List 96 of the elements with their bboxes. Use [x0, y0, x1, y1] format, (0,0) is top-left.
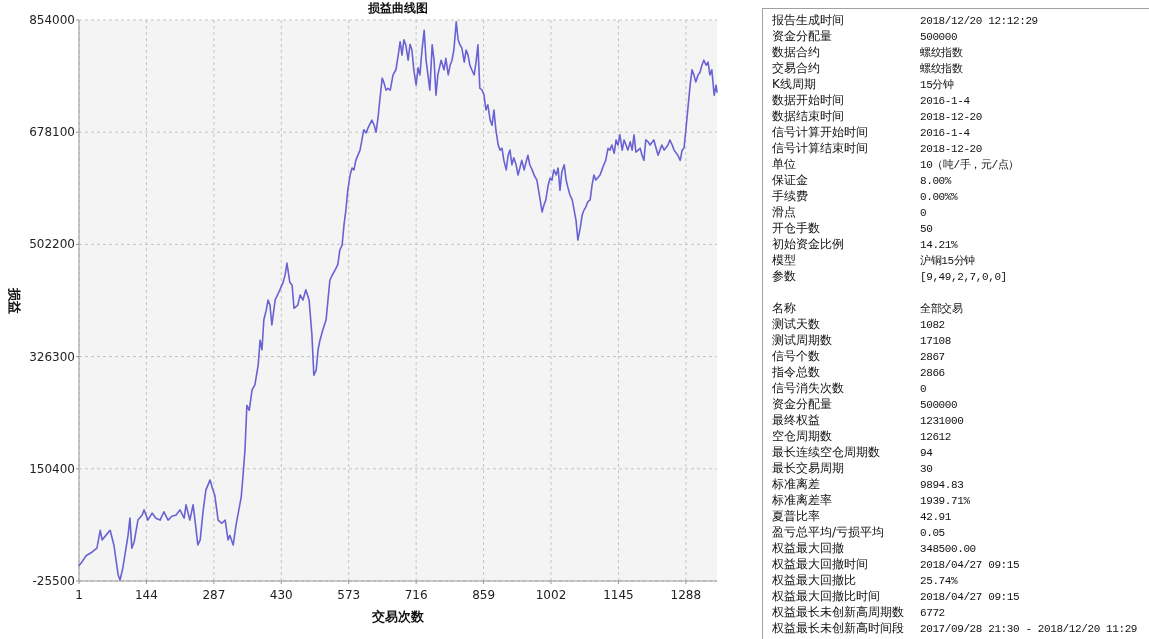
- text: 权益最大回撤: [771, 541, 844, 555]
- text: 500000: [920, 399, 958, 411]
- text: 夏普比率: [772, 509, 820, 523]
- text: 沪铜15分钟: [920, 254, 976, 267]
- x-tick-label: 1002: [535, 588, 567, 602]
- text: 最长交易周期: [772, 461, 844, 475]
- text: 10（吨/手，元/点）: [920, 158, 1020, 171]
- text: [9,49,2,7,0,0]: [920, 271, 1007, 283]
- text: 滑点: [772, 205, 796, 219]
- text: 空仓周期数: [772, 429, 832, 443]
- text: 最终权益: [772, 413, 820, 427]
- text: 0: [920, 207, 927, 219]
- x-tick-label: 1288: [670, 588, 702, 602]
- text: 初始资金比例: [772, 237, 844, 251]
- text: 交易合约: [772, 61, 820, 75]
- text: 权益最大回撤比: [771, 573, 856, 587]
- text: 开仓手数: [772, 221, 820, 235]
- text: K线周期: [772, 77, 816, 91]
- text: 数据合约: [772, 45, 820, 59]
- text: 9894.83: [920, 479, 964, 491]
- text: 2866: [920, 367, 945, 379]
- y-tick-label: 326300: [29, 349, 75, 364]
- text: 数据开始时间: [772, 93, 844, 107]
- y-tick-label: 854000: [29, 13, 75, 27]
- text: 14.21%: [920, 239, 959, 251]
- text: 名称: [772, 301, 796, 315]
- text: 全部交易: [920, 302, 963, 315]
- text: 权益最长未创新高时间段: [771, 621, 904, 635]
- text: 2016-1-4: [920, 95, 971, 107]
- text: 参数: [772, 269, 796, 283]
- text: 手续费: [772, 189, 808, 203]
- text: 12612: [920, 431, 952, 443]
- text: 权益最大回撤比时间: [771, 589, 880, 603]
- text: 15分钟: [920, 79, 954, 91]
- y-tick-label: 150400: [29, 461, 75, 476]
- text: 0.00%%: [920, 191, 959, 203]
- text: 数据结束时间: [772, 109, 844, 123]
- text: 2018/04/27 09:15: [920, 591, 1020, 603]
- text: 2018/12/20 12:12:29: [920, 15, 1038, 27]
- text: 0.05: [920, 527, 945, 539]
- x-tick-label: 716: [404, 588, 428, 602]
- x-tick-label: 144: [134, 588, 158, 602]
- y-tick-label: 502200: [29, 237, 75, 252]
- text: 500000: [920, 31, 958, 43]
- text: 资金分配量: [772, 397, 832, 411]
- text: 2867: [920, 351, 945, 363]
- text: 6772: [920, 607, 945, 619]
- x-tick-label: 859: [472, 588, 496, 602]
- text: 2018-12-20: [920, 111, 983, 123]
- text: 单位: [772, 157, 796, 171]
- text: 权益最长未创新高周期数: [771, 605, 904, 619]
- text: 资金分配量: [772, 29, 832, 43]
- text: 最长连续空仓周期数: [772, 445, 880, 459]
- text: 测试天数: [772, 317, 820, 331]
- x-tick-label: 1: [75, 588, 83, 602]
- text: 50: [920, 223, 933, 235]
- text: 盈亏总平均/亏损平均: [772, 525, 885, 539]
- text: 42.91: [920, 511, 952, 523]
- line-series: [78, 21, 718, 581]
- text: 信号计算开始时间: [772, 125, 868, 139]
- text: 指令总数: [771, 365, 820, 379]
- text: 17108: [920, 335, 952, 347]
- text: 信号计算结束时间: [772, 141, 868, 155]
- text: 模型: [772, 253, 796, 267]
- text: 权益最大回撤时间: [771, 557, 868, 571]
- text: 94: [920, 447, 934, 459]
- text: 信号消失次数: [772, 381, 844, 395]
- text: 348500.00: [920, 543, 976, 555]
- y-tick-label: -25500: [32, 574, 75, 588]
- x-axis-title: 交易次数: [371, 609, 425, 624]
- text: 1231000: [920, 415, 964, 427]
- text: 报告生成时间: [771, 13, 844, 27]
- text: 螺纹指数: [920, 46, 963, 59]
- x-tick-label: 1145: [603, 588, 634, 602]
- y-axis-title: 损益: [7, 286, 22, 314]
- text: 信号个数: [772, 349, 820, 363]
- chart-title: 损益曲线图: [367, 1, 428, 15]
- text: 测试周期数: [772, 333, 832, 347]
- text: 2018/04/27 09:15: [920, 559, 1020, 571]
- text: 2018-12-20: [920, 143, 983, 155]
- text: 1082: [920, 319, 945, 331]
- text: 2017/09/28 21:30 - 2018/12/20 11:29: [920, 623, 1138, 635]
- x-tick-label: 287: [202, 588, 226, 602]
- x-tick-label: 430: [269, 588, 293, 602]
- text: 标准离差率: [771, 493, 832, 507]
- text: 1939.71%: [920, 495, 971, 507]
- y-tick-label: 678100: [29, 125, 75, 140]
- x-tick-label: 573: [337, 588, 361, 602]
- text: 0: [920, 383, 927, 395]
- text: 30: [920, 463, 933, 475]
- text: 保证金: [772, 173, 808, 187]
- text: 8.00%: [920, 175, 952, 187]
- text: 25.74%: [920, 575, 959, 587]
- text: 螺纹指数: [920, 62, 963, 75]
- text: 2016-1-4: [920, 127, 971, 139]
- text: 标准离差: [771, 477, 820, 491]
